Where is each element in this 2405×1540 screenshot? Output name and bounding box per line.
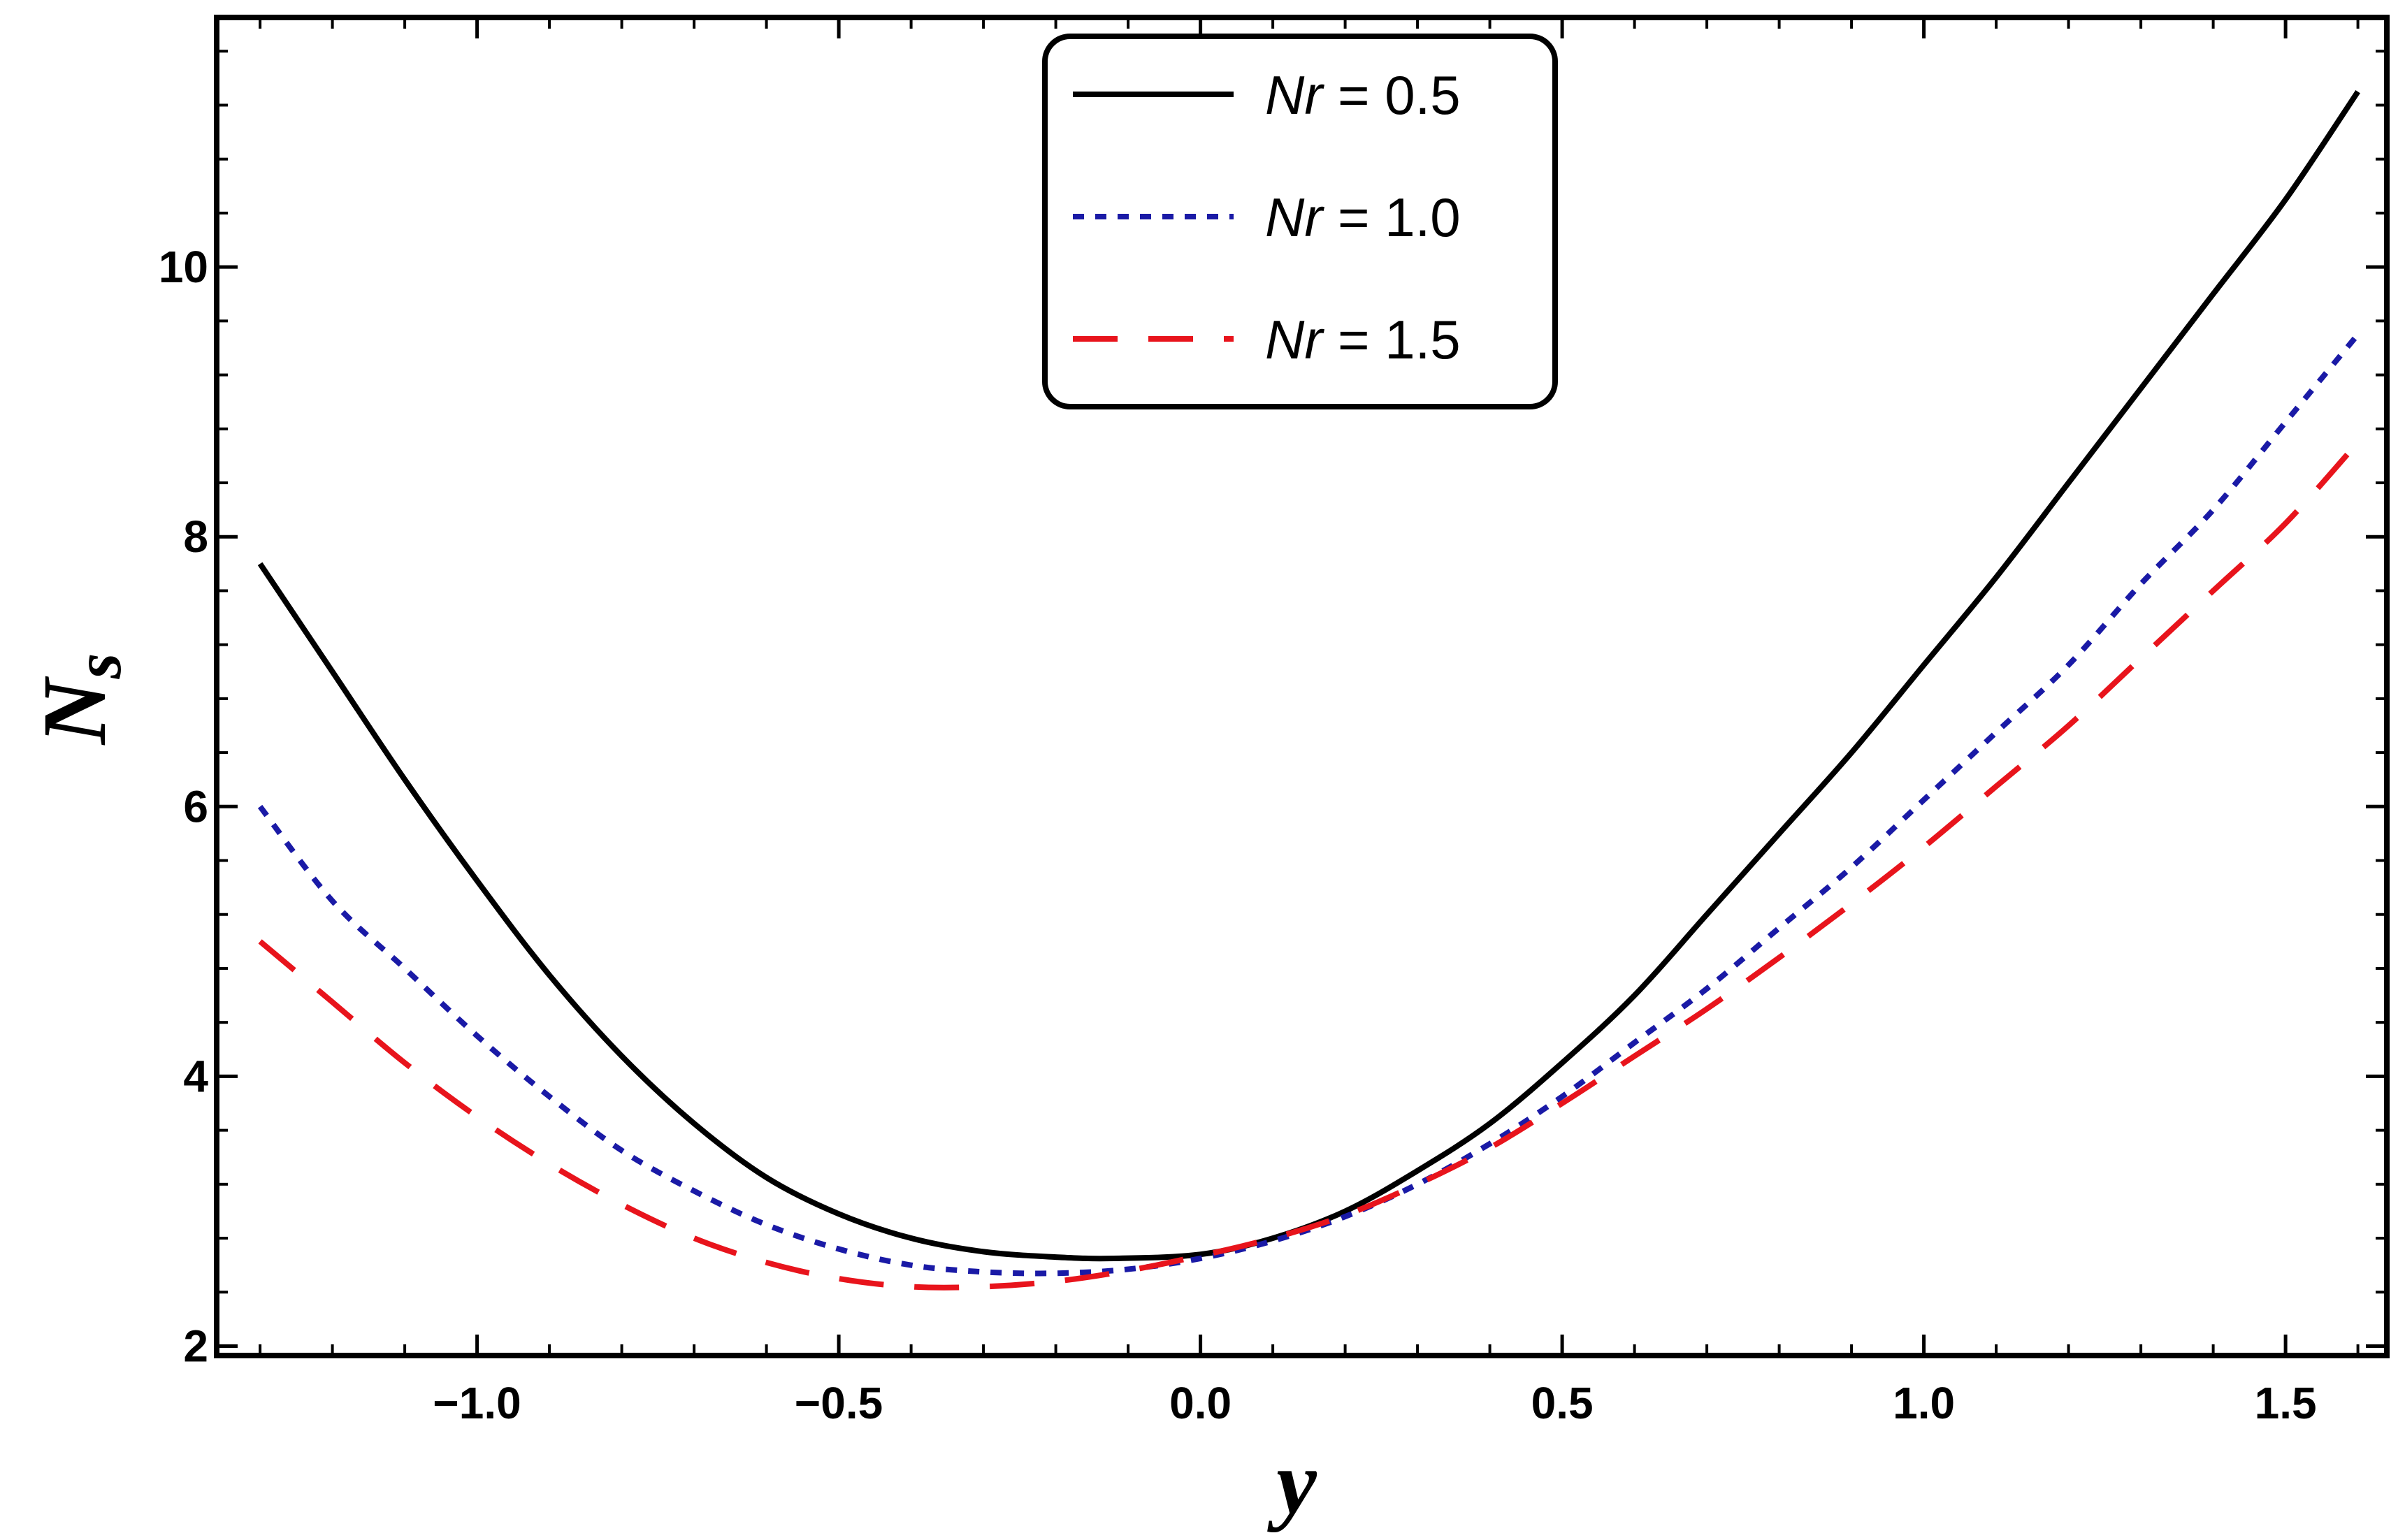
x-tick-label: −0.5 [795,1378,883,1428]
x-tick-label: 1.5 [2255,1378,2317,1428]
legend-value: = 1.5 [1322,309,1460,370]
legend: Nr = 0.5Nr = 1.0Nr = 1.5 [1042,34,1558,409]
series-curves [257,89,2360,1291]
legend-label-2: Nr = 1.0 [1265,187,1461,248]
y-tick-label: 2 [183,1321,208,1371]
legend-variable: Nr [1265,309,1324,370]
y-tick-labels: 2 4 6 8 10 [159,242,209,1371]
x-tick-label: −1.0 [433,1378,521,1428]
x-tick-label: 0.5 [1531,1378,1594,1428]
x-tick-labels: −1.0 −0.5 0.0 0.5 1.0 1.5 [433,1378,2316,1428]
legend-value: = 0.5 [1322,64,1460,126]
legend-label-3: Nr = 1.5 [1265,309,1461,370]
y-tick-label: 8 [183,511,208,562]
series-line-1 [257,89,2360,1262]
legend-label-1: Nr = 0.5 [1265,64,1461,126]
legend-variable: Nr [1265,187,1324,248]
y-axis-title-main: N [24,676,125,746]
legend-value: = 1.0 [1322,187,1460,248]
x-tick-label: 0.0 [1169,1378,1232,1428]
series-line-2 [257,333,2360,1277]
x-tick-label: 1.0 [1893,1378,1955,1428]
plot-frame [214,15,2390,1358]
y-tick-label: 6 [183,781,208,831]
y-axis-title: Ns [24,653,135,746]
y-axis-title-subscript: s [61,653,135,680]
y-tick-label: 4 [183,1051,208,1101]
y-tick-label: 10 [159,242,208,292]
legend-variable: Nr [1265,64,1324,126]
legend-box [1042,34,1558,409]
